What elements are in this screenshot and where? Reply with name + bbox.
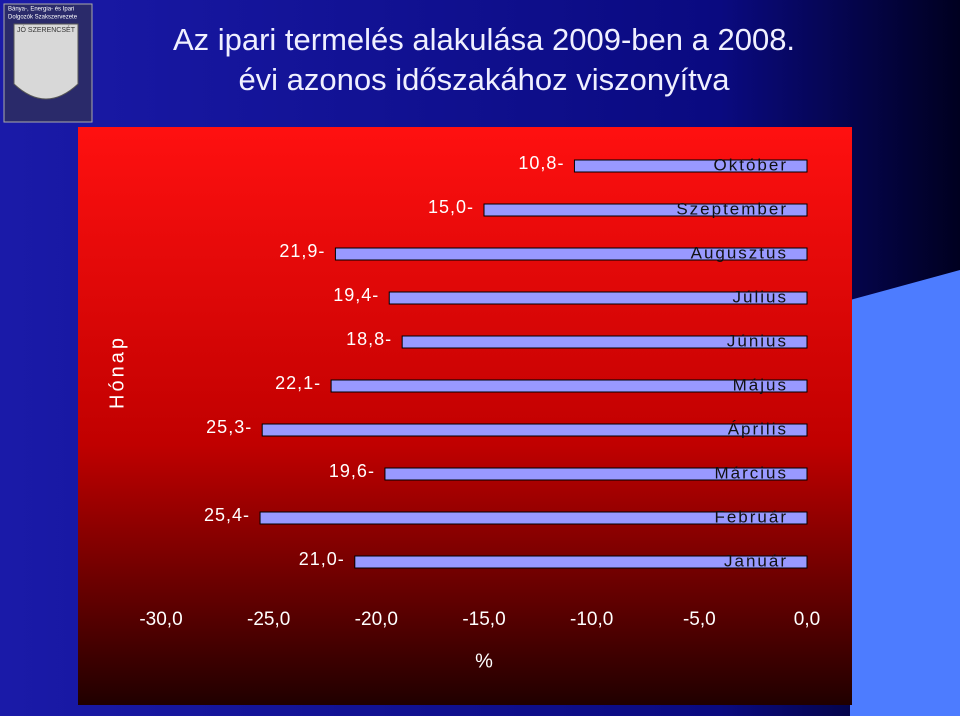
x-tick-label: -15,0 [462, 609, 505, 630]
bar [330, 379, 808, 393]
bar [261, 423, 808, 437]
x-tick-label: -30,0 [139, 609, 182, 630]
bar [354, 555, 808, 569]
category-label: Július [733, 287, 788, 306]
decor [850, 270, 960, 716]
value-label: 22,1- [275, 373, 321, 393]
category-label: Augusztus [691, 243, 788, 262]
category-label: Október [714, 155, 788, 174]
bar [334, 247, 808, 261]
category-label: Június [727, 331, 788, 350]
chart-title: évi azonos időszakához viszonyítva [238, 62, 730, 97]
x-tick-label: -5,0 [683, 609, 716, 630]
x-tick-label: -20,0 [355, 609, 398, 630]
x-axis-title: % [475, 650, 493, 672]
logo-text: JÓ SZERENCSÉT [17, 25, 76, 34]
value-label: 25,4- [204, 505, 250, 525]
bar [483, 203, 808, 217]
bar [573, 159, 808, 173]
logo: Bánya-, Energia- és Ipari Dolgozók Szaks… [3, 3, 93, 123]
value-label: 10,8- [518, 153, 564, 173]
category-label: Május [733, 375, 788, 394]
logo-text: Bánya-, Energia- és Ipari [8, 7, 74, 13]
category-label: Március [714, 463, 788, 482]
bar [401, 335, 808, 349]
value-label: 18,8- [346, 329, 392, 349]
plot-area [78, 127, 852, 705]
x-tick-label: 0,0 [794, 609, 820, 630]
value-label: 15,0- [428, 197, 474, 217]
bar [259, 511, 808, 525]
bar [384, 467, 808, 481]
value-label: 19,6- [329, 461, 375, 481]
bar [388, 291, 808, 305]
chart-title: Az ipari termelés alakulása 2009-ben a 2… [173, 22, 795, 57]
value-label: 25,3- [206, 417, 252, 437]
category-label: Január [724, 551, 788, 570]
value-label: 21,9- [279, 241, 325, 261]
value-label: 19,4- [333, 285, 379, 305]
value-label: 21,0- [299, 549, 345, 569]
category-label: Február [714, 507, 788, 526]
y-axis-title: Hónap [106, 335, 128, 409]
x-tick-label: -10,0 [570, 609, 613, 630]
category-label: Szeptember [676, 199, 788, 218]
logo-text: Dolgozók Szakszervezete [8, 15, 78, 21]
category-label: Április [728, 419, 788, 438]
logo-shield [13, 23, 79, 100]
x-tick-label: -25,0 [247, 609, 290, 630]
